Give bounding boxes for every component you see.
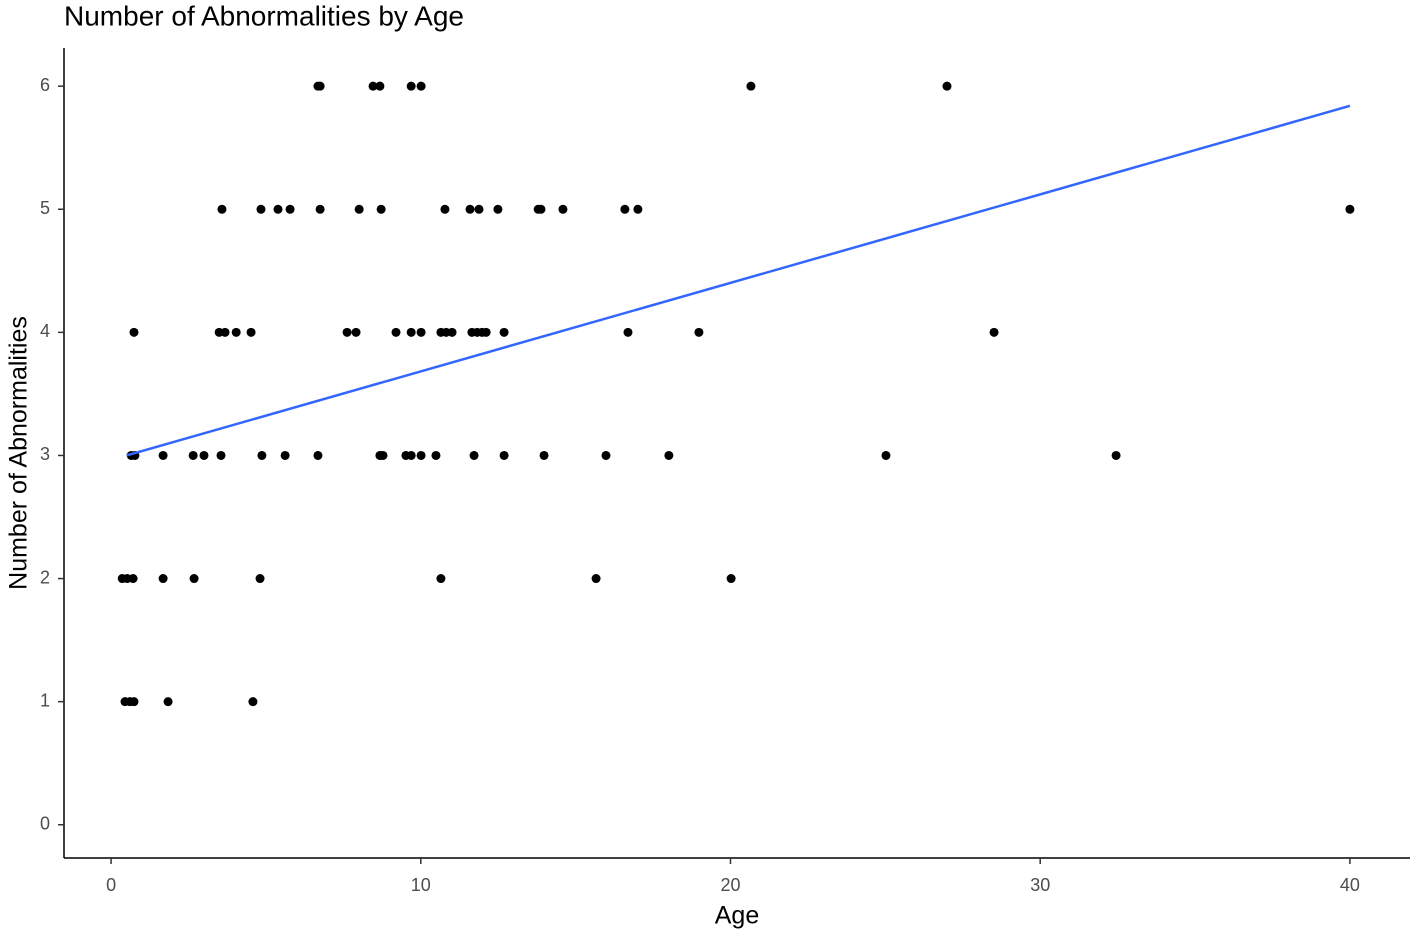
point	[313, 450, 323, 460]
point	[539, 450, 549, 460]
y-tick-label: 1	[40, 690, 50, 710]
y-tick-label: 0	[40, 814, 50, 834]
point	[128, 574, 138, 584]
trend-line	[126, 104, 1351, 457]
point	[342, 327, 352, 337]
x-tick-label: 0	[106, 875, 116, 895]
point	[368, 81, 378, 91]
point	[256, 204, 266, 214]
point	[431, 450, 441, 460]
point	[664, 450, 674, 460]
point	[315, 81, 325, 91]
point	[1345, 204, 1355, 214]
point	[315, 204, 325, 214]
point	[694, 327, 704, 337]
point	[536, 204, 546, 214]
x-tick-label: 40	[1340, 875, 1360, 895]
point	[351, 327, 361, 337]
x-tick-label: 30	[1030, 875, 1050, 895]
point	[499, 450, 509, 460]
point	[1111, 450, 1121, 460]
point	[469, 450, 479, 460]
x-tick-label: 10	[411, 875, 431, 895]
point	[216, 450, 226, 460]
point	[220, 327, 230, 337]
point	[601, 450, 611, 460]
point	[129, 697, 139, 707]
chart-title: Number of Abnormalities by Age	[64, 0, 464, 31]
point	[246, 327, 256, 337]
y-tick-label: 5	[40, 198, 50, 218]
point	[881, 450, 891, 460]
x-tick-label: 20	[720, 875, 740, 895]
point	[726, 574, 736, 584]
point	[633, 204, 643, 214]
y-tick-label: 6	[40, 75, 50, 95]
point	[376, 204, 386, 214]
point	[129, 327, 139, 337]
point	[465, 204, 475, 214]
point	[746, 81, 756, 91]
point	[188, 450, 198, 460]
point	[375, 81, 385, 91]
point	[416, 450, 426, 460]
y-tick-label: 3	[40, 444, 50, 464]
point	[391, 327, 401, 337]
point	[942, 81, 952, 91]
point	[989, 327, 999, 337]
point	[440, 204, 450, 214]
point	[406, 81, 416, 91]
point	[406, 450, 416, 460]
y-tick-label: 4	[40, 321, 50, 341]
point	[416, 81, 426, 91]
point	[591, 574, 601, 584]
point	[354, 204, 364, 214]
point	[558, 204, 568, 214]
point	[493, 204, 503, 214]
point	[623, 327, 633, 337]
point	[257, 450, 267, 460]
point	[416, 327, 426, 337]
point	[620, 204, 630, 214]
point	[248, 697, 258, 707]
point	[406, 327, 416, 337]
point	[217, 204, 227, 214]
point	[280, 450, 290, 460]
point	[285, 204, 295, 214]
point	[255, 574, 265, 584]
point	[199, 450, 209, 460]
point	[481, 327, 491, 337]
point	[378, 450, 388, 460]
y-axis-label: Number of Abnormalities	[5, 316, 33, 590]
point	[163, 697, 173, 707]
point	[158, 574, 168, 584]
x-axis-label: Age	[715, 902, 759, 930]
point	[273, 204, 283, 214]
point	[436, 574, 446, 584]
point	[447, 327, 457, 337]
point	[231, 327, 241, 337]
point	[158, 450, 168, 460]
y-tick-label: 2	[40, 567, 50, 587]
point	[474, 204, 484, 214]
point	[499, 327, 509, 337]
point	[189, 574, 199, 584]
